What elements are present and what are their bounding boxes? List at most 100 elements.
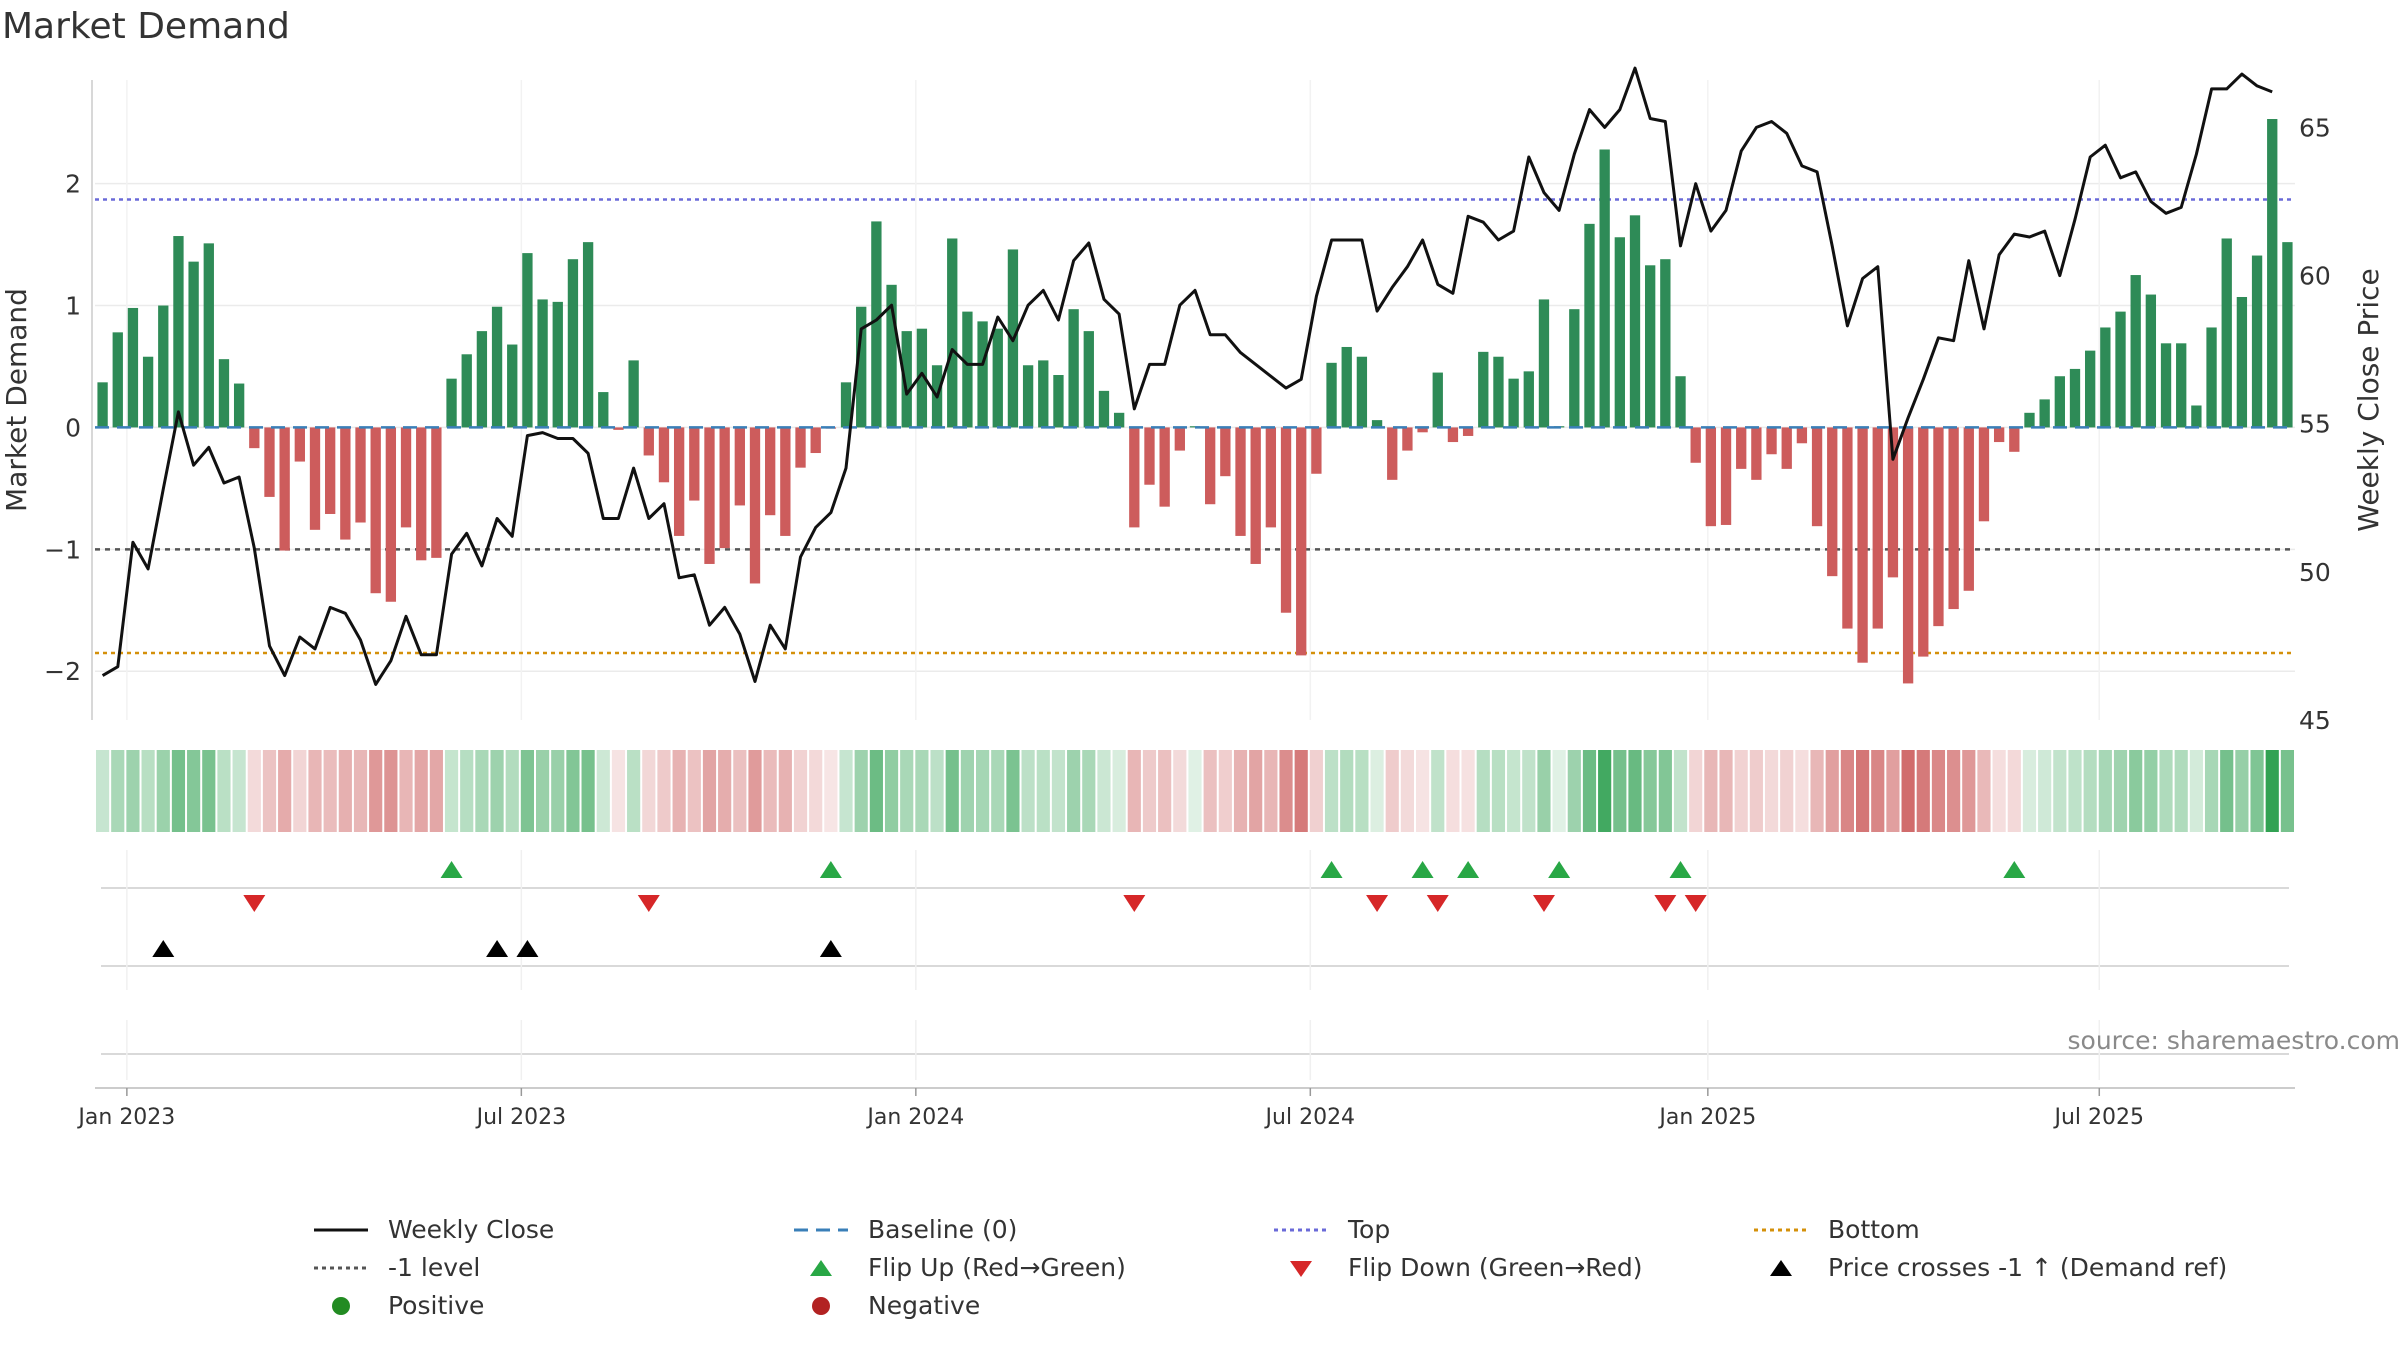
heat-cell xyxy=(1294,750,1308,832)
demand-bar xyxy=(97,382,108,428)
demand-bar xyxy=(719,427,730,549)
demand-bar xyxy=(1022,365,1034,428)
heat-cell xyxy=(475,750,489,832)
heat-cell xyxy=(414,750,428,832)
demand-bar xyxy=(112,332,123,428)
heat-cell xyxy=(1507,750,1521,832)
demand-bar xyxy=(643,427,654,456)
demand-bar xyxy=(749,427,761,584)
legend-price-cross: Price crosses -1 ↑ (Demand ref) xyxy=(1750,1253,2227,1282)
heat-cell xyxy=(1931,750,1946,832)
heat-cell xyxy=(338,750,352,832)
demand-bar xyxy=(1796,427,1808,444)
demand-bar xyxy=(1887,427,1899,578)
heat-cell xyxy=(960,750,974,832)
heat-cell xyxy=(2265,750,2279,832)
demand-bar xyxy=(2176,343,2187,428)
demand-bar xyxy=(1371,420,1383,428)
price-cross-marker xyxy=(516,940,539,957)
heat-cell xyxy=(1749,750,1763,832)
demand-bar xyxy=(1872,427,1883,629)
heat-cell xyxy=(581,750,595,832)
heat-cell xyxy=(278,750,292,832)
demand-bar xyxy=(734,427,745,506)
heat-cell xyxy=(2022,750,2037,832)
heat-cell xyxy=(126,750,140,832)
demand-bar xyxy=(158,305,169,428)
demand-bar xyxy=(2130,275,2141,428)
demand-bar xyxy=(1447,427,1459,443)
legend-baseline: Baseline (0) xyxy=(790,1215,1017,1244)
legend-flip-down: Flip Down (Green→Red) xyxy=(1270,1253,1643,1282)
heat-cell xyxy=(156,750,170,832)
demand-bar xyxy=(431,427,442,558)
demand-bar xyxy=(1675,376,1686,428)
y-tick-label: −1 xyxy=(44,535,81,564)
heat-cell xyxy=(930,750,944,832)
demand-bar xyxy=(1523,371,1534,428)
demand-bar xyxy=(552,301,563,428)
demand-bar xyxy=(1705,427,1717,527)
demand-bar xyxy=(264,427,275,497)
heat-cell xyxy=(915,750,929,832)
flip-up-marker xyxy=(819,861,842,878)
x-axis: Jan 2023 Jul 2023 Jan 2024 Jul 2024 Jan 2025… xyxy=(76,1087,2295,1130)
demand-bar xyxy=(142,356,154,428)
heat-cell xyxy=(1461,750,1475,832)
demand-bar xyxy=(1569,309,1580,428)
heat-cell xyxy=(505,750,519,832)
heat-cell xyxy=(566,750,580,832)
legend-price-cross-label: Price crosses -1 ↑ (Demand ref) xyxy=(1828,1253,2228,1282)
heat-cell xyxy=(976,750,990,832)
demand-bar xyxy=(1462,427,1474,436)
legend-bottom-label: Bottom xyxy=(1828,1215,1920,1244)
heat-cell xyxy=(262,750,277,832)
heat-cell xyxy=(793,750,808,832)
heat-cell xyxy=(1734,750,1748,832)
demand-bar xyxy=(370,427,381,594)
demand-bar xyxy=(1508,378,1519,428)
heat-cell xyxy=(490,750,504,832)
heat-cell xyxy=(1476,750,1490,832)
demand-bar xyxy=(1098,390,1110,428)
demand-bar xyxy=(1584,223,1595,428)
demand-bar xyxy=(1250,427,1261,564)
heat-cell xyxy=(520,750,534,832)
demand-bar xyxy=(1159,427,1170,507)
demand-bar xyxy=(1311,427,1322,474)
demand-bar xyxy=(127,307,139,428)
heat-cell xyxy=(1067,750,1081,832)
heat-cell xyxy=(1264,750,1278,832)
heat-cell xyxy=(1021,750,1035,832)
demand-bar xyxy=(385,427,397,602)
demand-bar xyxy=(871,221,882,428)
flip-up-marker xyxy=(1320,861,1343,878)
demand-bar xyxy=(1645,265,1656,428)
heat-cell xyxy=(2250,750,2264,832)
heat-cell xyxy=(1658,750,1672,832)
flip-up-marker xyxy=(440,861,463,878)
grid-lines xyxy=(95,80,2295,720)
demand-bar xyxy=(810,427,821,454)
legend-bottom: Bottom xyxy=(1750,1215,1920,1244)
heat-cell xyxy=(1142,750,1157,832)
demand-bar xyxy=(1948,427,1959,610)
flip-down-marker xyxy=(1366,895,1389,912)
x-tick-label: Jan 2025 xyxy=(1657,1105,1756,1130)
heat-cell xyxy=(1324,750,1339,832)
demand-bar xyxy=(1857,427,1868,663)
flip-up-marker xyxy=(1411,861,1434,878)
demand-bar xyxy=(279,427,290,551)
demand-bar xyxy=(780,427,791,536)
demand-bar xyxy=(1296,427,1307,656)
heat-cell xyxy=(1218,750,1232,832)
demand-bar xyxy=(507,344,518,428)
x-tick-label: Jul 2023 xyxy=(475,1105,567,1130)
heat-cell xyxy=(1370,750,1384,832)
heat-cell xyxy=(1385,750,1399,832)
heat-cell xyxy=(1340,750,1354,832)
demand-bar xyxy=(582,242,594,428)
demand-bar xyxy=(1978,427,1990,522)
demand-bar xyxy=(1736,427,1747,469)
flip-down-marker xyxy=(1684,895,1707,912)
